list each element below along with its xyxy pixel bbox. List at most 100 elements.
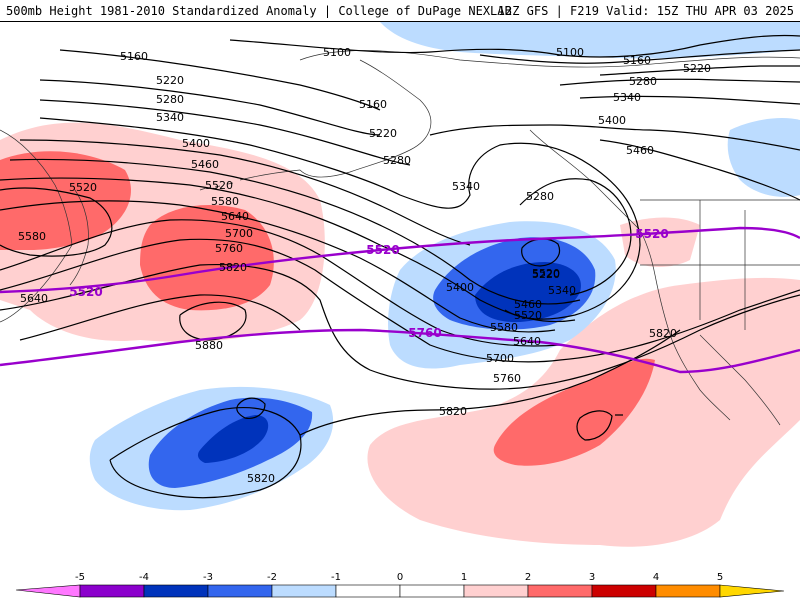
anomaly-pos1-west-coast <box>620 217 700 267</box>
tick-neg5: -5 <box>75 572 85 583</box>
label-5460-a: 5460 <box>191 158 219 171</box>
climo-label-5520-c: 5520 <box>635 227 668 241</box>
label-5520-c: 5520 <box>514 309 542 322</box>
climo-label-5520-b: 5520 <box>366 243 399 257</box>
bc-coast <box>529 129 656 276</box>
colorbar-swatches <box>15 584 785 598</box>
label-5340-d: 5340 <box>613 91 641 104</box>
contour-5460 <box>9 139 800 305</box>
label-5820-b: 5820 <box>439 405 467 418</box>
contour-5880-baja <box>576 410 623 441</box>
contour-west-low <box>0 187 113 257</box>
label-5400-a: 5400 <box>182 137 210 150</box>
label-5760-a: 5760 <box>215 242 243 255</box>
contour-5280 <box>39 78 800 296</box>
tick-neg1: -1 <box>331 572 341 583</box>
label-5220-b: 5220 <box>369 127 397 140</box>
label-5640-a: 5640 <box>20 292 48 305</box>
swatch-pos2 <box>527 584 593 598</box>
alaska-coast <box>299 59 432 178</box>
label-5220-c: 5220 <box>683 62 711 75</box>
swatch-neg2 <box>271 584 337 598</box>
label-5340-b: 5340 <box>452 180 480 193</box>
tick-pos3: 3 <box>589 572 595 583</box>
tick-pos5: 5 <box>717 572 723 583</box>
label-5820-a: 5820 <box>219 261 247 274</box>
anomaly-pos2-baja <box>493 358 655 466</box>
contour-labels: 5100 5100 5160 5160 5160 5220 5220 5220 … <box>18 46 711 485</box>
anomaly-pos2-pacific <box>140 205 274 311</box>
climo-label-5760: 5760 <box>408 326 441 340</box>
contour-5580 <box>0 200 556 333</box>
label-5280-d: 5280 <box>629 75 657 88</box>
label-5160-c: 5160 <box>623 54 651 67</box>
contour-5220 <box>39 65 800 136</box>
anomaly-neg3-gulf <box>475 262 581 323</box>
contour-5400 <box>19 124 800 246</box>
label-5340-c: 5340 <box>548 284 576 297</box>
label-5820-c: 5820 <box>247 472 275 485</box>
label-5580-a: 5580 <box>18 230 46 243</box>
japan-islands <box>69 189 89 286</box>
label-5700-a: 5700 <box>225 227 253 240</box>
climo-contour-5520 <box>0 226 800 294</box>
label-5460-c: 5460 <box>626 144 654 157</box>
swatch-neg1 <box>335 584 401 598</box>
anomaly-neg1-hudson <box>727 118 800 197</box>
contour-5100 <box>229 34 800 58</box>
contour-pac-small-low <box>236 397 266 419</box>
label-5220-low: 5220 <box>532 268 560 281</box>
label-5640-b: 5640 <box>221 210 249 223</box>
climo-contour-5760 <box>0 328 800 374</box>
anomaly-pos2-asia <box>0 151 131 250</box>
label-5400-c: 5400 <box>598 114 626 127</box>
tick-zero: 0 <box>397 572 403 583</box>
swatch-neg5 <box>79 584 145 598</box>
anomaly-map: 5100 5100 5160 5160 5160 5220 5220 5220 … <box>0 22 800 570</box>
label-5580-c: 5580 <box>490 321 518 334</box>
tick-neg4: -4 <box>139 572 149 583</box>
label-5520-a: 5520 <box>69 181 97 194</box>
height-contours <box>0 34 800 499</box>
map-header: 500mb Height 1981-2010 Standardized Anom… <box>0 0 800 22</box>
tick-pos4: 4 <box>653 572 659 583</box>
label-5580-b: 5580 <box>211 195 239 208</box>
swatch-above-pos5 <box>719 584 785 598</box>
label-5880: 5880 <box>195 339 223 352</box>
label-5400-b: 5400 <box>446 281 474 294</box>
canada-provinces <box>640 199 800 330</box>
tick-neg3: -3 <box>203 572 213 583</box>
climo-contours <box>0 226 800 374</box>
contour-5820-north <box>19 294 301 341</box>
contour-5340 <box>39 95 800 320</box>
label-5820-d: 5820 <box>649 327 677 340</box>
colorbar-ticks: -5 -4 -3 -2 -1 0 1 2 3 4 5 <box>75 572 723 583</box>
swatch-pos3 <box>591 584 657 598</box>
label-5700-b: 5700 <box>486 352 514 365</box>
swatch-pos0 <box>399 584 465 598</box>
label-5460-b: 5460 <box>514 298 542 311</box>
map-title: 500mb Height 1981-2010 Standardized Anom… <box>6 4 512 18</box>
climo-label-5520-a: 5520 <box>69 285 102 299</box>
swatch-pos1 <box>463 584 529 598</box>
label-5340-a: 5340 <box>156 111 184 124</box>
swatch-neg4 <box>143 584 209 598</box>
anomaly-shading <box>0 22 800 547</box>
swatch-below-neg5 <box>15 584 81 598</box>
contour-5880 <box>179 301 247 341</box>
climo-labels: 5520 5520 5520 5760 <box>69 227 668 340</box>
label-5280-c: 5280 <box>526 190 554 203</box>
label-5280-a: 5280 <box>156 93 184 106</box>
label-5280-b: 5280 <box>383 154 411 167</box>
arctic-coast <box>299 50 800 68</box>
tick-pos1: 1 <box>461 572 467 583</box>
tick-pos2: 2 <box>525 572 531 583</box>
aleutian-chain <box>199 169 301 191</box>
run-valid-time: 12Z GFS | F219 Valid: 15Z THU APR 03 202… <box>497 4 794 18</box>
anomaly-neg3-pacific <box>197 415 269 463</box>
label-5160-b: 5160 <box>359 98 387 111</box>
label-5520-b: 5520 <box>205 179 233 192</box>
label-5100-b: 5100 <box>556 46 584 59</box>
contour-5820-south <box>109 329 681 499</box>
label-5760-b: 5760 <box>493 372 521 385</box>
